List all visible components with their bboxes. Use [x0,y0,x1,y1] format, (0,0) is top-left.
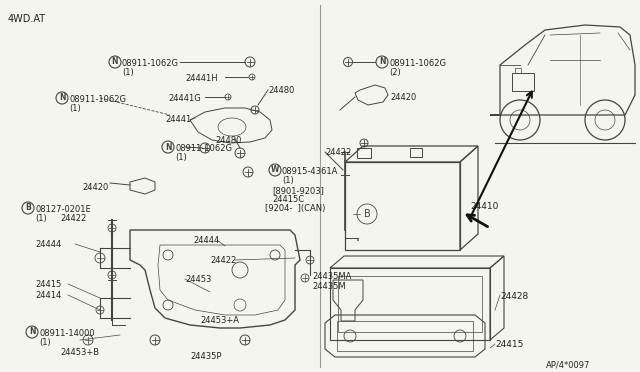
Bar [337,321,473,351]
Text: 08911-14000: 08911-14000 [39,329,95,338]
Text: (1): (1) [35,214,47,223]
Text: 24453+A: 24453+A [200,316,239,325]
Text: (1): (1) [69,104,81,113]
Text: N: N [379,58,385,67]
Text: (1): (1) [175,153,187,162]
Text: 4WD.AT: 4WD.AT [8,14,46,24]
Text: [9204-  ](CAN): [9204- ](CAN) [265,204,325,213]
Bar [357,148,371,158]
Text: 24420: 24420 [390,93,416,102]
Text: 24444: 24444 [35,240,61,249]
Text: (2): (2) [389,68,401,77]
Text: 24415C: 24415C [272,195,304,204]
Text: 24435MA: 24435MA [312,272,351,281]
Bar [345,162,460,250]
Text: B: B [364,209,371,219]
Text: 24453: 24453 [185,275,211,284]
Text: 24441H: 24441H [185,74,218,83]
Text: 08911-1062G: 08911-1062G [69,95,126,104]
Text: N: N [59,93,65,103]
Text: (1): (1) [282,176,294,185]
Text: 08911-1062G: 08911-1062G [122,59,179,68]
Text: B: B [25,203,31,212]
Text: 24441G: 24441G [168,94,201,103]
Text: 24415: 24415 [495,340,524,349]
Text: 24422: 24422 [325,148,351,157]
Text: W: W [271,166,279,174]
Text: 24414: 24414 [35,291,61,300]
Text: (1): (1) [39,338,51,347]
Text: 24441: 24441 [165,115,191,124]
Text: 24444: 24444 [193,236,220,245]
Text: N: N [29,327,35,337]
Bar [338,276,482,332]
Bar [512,73,534,91]
Text: 24422: 24422 [60,214,86,223]
Text: N: N [112,58,118,67]
Text: AP/4*0097: AP/4*0097 [546,360,590,369]
Bar [515,68,521,73]
Text: 08915-4361A: 08915-4361A [282,167,339,176]
Bar [330,268,490,340]
Text: 24422: 24422 [210,256,236,265]
Text: (1): (1) [122,68,134,77]
Text: 24410: 24410 [470,202,499,211]
Text: 24435M: 24435M [312,282,346,291]
Text: 08911-1062G: 08911-1062G [175,144,232,153]
Text: 08127-0201E: 08127-0201E [35,205,91,214]
Text: 24453+B: 24453+B [60,348,99,357]
Text: 24428: 24428 [500,292,528,301]
Text: 24435P: 24435P [190,352,221,361]
Text: 24415: 24415 [35,280,61,289]
Text: 08911-1062G: 08911-1062G [389,59,446,68]
Text: 24480: 24480 [268,86,294,95]
Text: 24420: 24420 [82,183,108,192]
Text: [8901-9203]: [8901-9203] [272,186,324,195]
Text: 24480: 24480 [215,136,241,145]
Text: N: N [164,142,172,151]
Bar [410,148,422,157]
